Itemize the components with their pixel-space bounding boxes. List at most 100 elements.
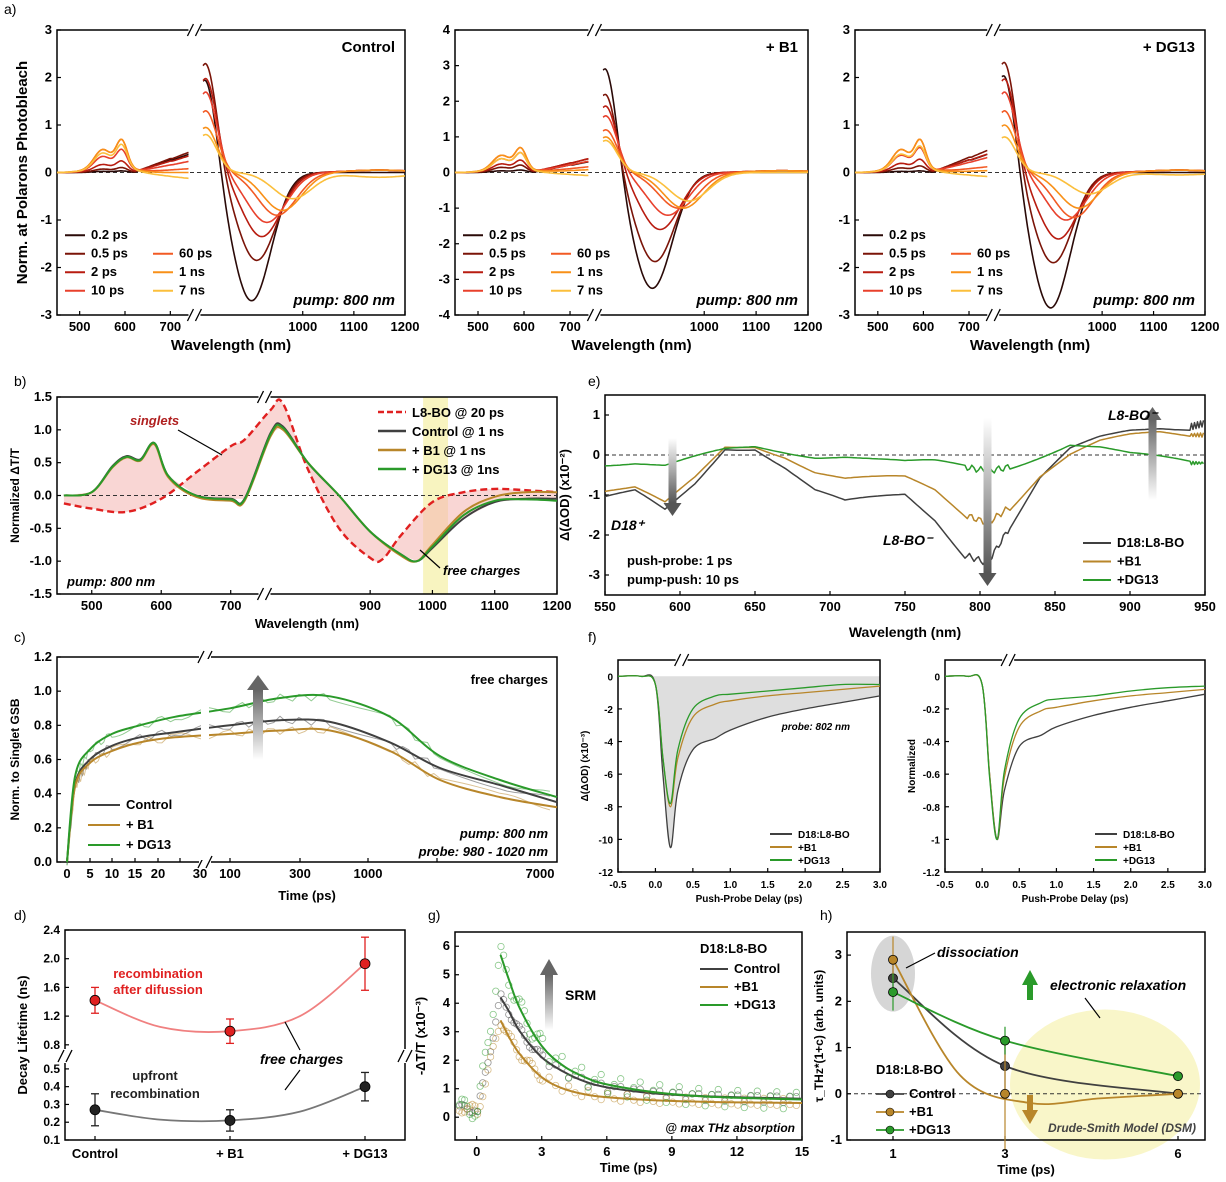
y-tick-label: -0.6 bbox=[923, 770, 941, 781]
series-line-0.2ps bbox=[202, 79, 405, 302]
series-fit-line bbox=[66, 693, 558, 863]
y-tick-label: 0.3 bbox=[43, 1097, 60, 1111]
y-tick-label: 1 bbox=[843, 117, 850, 132]
x-tick-label: 3.0 bbox=[1198, 880, 1212, 891]
series-line-1ns bbox=[202, 126, 406, 212]
y-tick-label: -4 bbox=[604, 738, 613, 749]
panel-letter-b: b) bbox=[14, 373, 26, 389]
data-point bbox=[489, 1042, 497, 1051]
axis-break-mark bbox=[256, 390, 265, 404]
difference-shade bbox=[63, 399, 558, 562]
data-point bbox=[675, 1083, 683, 1091]
annotation-l8bo: L8-BO⁻ bbox=[1108, 407, 1159, 423]
y-tick-label: -0.5 bbox=[30, 520, 52, 535]
axis-break-mark bbox=[194, 308, 203, 322]
panel-letter-h: h) bbox=[820, 907, 832, 923]
y-tick-label: -0.4 bbox=[923, 738, 941, 749]
y-tick-label: -1 bbox=[438, 200, 450, 215]
legend-label: Control @ 1 ns bbox=[412, 424, 504, 439]
data-point bbox=[539, 1034, 547, 1043]
legend-label: +B1 bbox=[734, 979, 758, 994]
data-point bbox=[479, 1062, 487, 1070]
y-tick-label: 4 bbox=[443, 995, 451, 1010]
x-axis-title: Wavelength (nm) bbox=[255, 616, 359, 631]
panel-letter-f: f) bbox=[588, 629, 597, 645]
x-tick-label: 850 bbox=[1044, 599, 1066, 614]
series-line-7ns bbox=[1001, 136, 1206, 195]
data-point bbox=[460, 1096, 469, 1104]
y-tick-label: 0 bbox=[45, 165, 52, 180]
y-tick-label: 3 bbox=[843, 22, 850, 37]
x-tick-label: 6 bbox=[603, 1144, 610, 1159]
x-tick-label: 0 bbox=[63, 866, 70, 881]
axis-break-mark bbox=[682, 653, 690, 667]
legend-label: 2 ps bbox=[489, 264, 515, 279]
y-tick-label: 0.1 bbox=[43, 1133, 60, 1147]
x-tick-label: 900 bbox=[359, 598, 381, 613]
data-point bbox=[479, 1093, 487, 1101]
trend-arrow-head bbox=[663, 503, 682, 516]
series-line-2ps bbox=[202, 77, 406, 238]
series-line-7ns bbox=[57, 143, 189, 180]
x-tick-label: 1.0 bbox=[723, 880, 737, 891]
legend-label: 7 ns bbox=[179, 283, 205, 298]
x-tick-label: 7000 bbox=[526, 866, 555, 881]
x-tick-label: 500 bbox=[69, 319, 91, 334]
x-tick-label: 0.5 bbox=[1012, 880, 1026, 891]
x-tick-label: 1.0 bbox=[1049, 880, 1063, 891]
x-tick-label: 600 bbox=[150, 598, 172, 613]
annotation-arrow bbox=[1084, 997, 1101, 1019]
x-tick-label: 700 bbox=[819, 599, 841, 614]
chart-title: + DG13 bbox=[1143, 39, 1195, 56]
axis-break-gap bbox=[59, 1049, 71, 1063]
y-axis-title: Normalized bbox=[907, 739, 918, 793]
x-tick-label: 600 bbox=[913, 319, 935, 334]
data-point bbox=[734, 1086, 742, 1095]
x-tick-label: + DG13 bbox=[342, 1146, 387, 1161]
axis-break-gap bbox=[188, 308, 201, 322]
series-line bbox=[63, 398, 558, 564]
annotation-arrow bbox=[419, 549, 441, 569]
annotation-pump: pump: 800 nm bbox=[459, 826, 549, 841]
annotation-upfront: upfront bbox=[132, 1068, 178, 1083]
series-line-60ps bbox=[855, 138, 988, 174]
x-axis-title: Wavelength (nm) bbox=[970, 337, 1090, 354]
x-tick-label: 2.5 bbox=[836, 880, 850, 891]
annotation-pump-push: pump-push: 10 ps bbox=[627, 572, 739, 587]
data-point bbox=[662, 1098, 670, 1107]
y-tick-label: -8 bbox=[604, 803, 613, 814]
series-fit-line bbox=[499, 954, 803, 1101]
data-point bbox=[630, 1083, 638, 1092]
signal-shade bbox=[618, 674, 880, 848]
data-point bbox=[688, 1099, 696, 1107]
y-axis-title: Δ(ΔOD) (x10⁻³) bbox=[580, 731, 591, 802]
data-point bbox=[492, 1018, 500, 1026]
legend-label: +B1 bbox=[1123, 843, 1142, 854]
y-tick-label: 0.8 bbox=[43, 1038, 60, 1052]
x-tick-label: 1000 bbox=[690, 319, 719, 334]
data-point bbox=[523, 1019, 531, 1027]
annotation-push-probe: push-probe: 1 ps bbox=[627, 553, 732, 568]
series-line-7ns bbox=[454, 151, 589, 177]
y-axis-title: Norm. to Singlet GSB bbox=[8, 698, 22, 820]
x-tick-label: 1 bbox=[889, 1146, 896, 1161]
y-tick-label: -1 bbox=[40, 212, 52, 227]
legend-label: Control bbox=[909, 1086, 955, 1101]
data-point bbox=[656, 1081, 664, 1089]
axis-break-mark bbox=[256, 587, 265, 601]
chart-title: Control bbox=[342, 39, 395, 56]
axis-break-mark bbox=[186, 308, 195, 322]
data-point bbox=[502, 1003, 510, 1011]
data-point bbox=[531, 1045, 539, 1054]
x-tick-label: 1.5 bbox=[761, 880, 775, 891]
data-point bbox=[708, 1091, 716, 1099]
legend-label: Control bbox=[126, 797, 172, 812]
data-point bbox=[224, 1115, 236, 1126]
axis-break-mark bbox=[186, 23, 195, 37]
data-point bbox=[492, 1034, 500, 1043]
y-tick-label: -2 bbox=[838, 260, 850, 275]
series-noisy-trace bbox=[66, 726, 551, 859]
data-point bbox=[486, 1053, 495, 1061]
x-tick-label: 9 bbox=[668, 1144, 675, 1159]
y-tick-label: -3 bbox=[588, 567, 600, 582]
